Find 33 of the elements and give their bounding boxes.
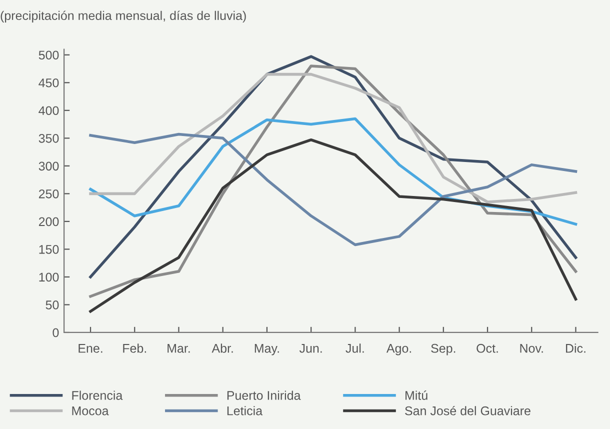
legend-label: Leticia [227,406,263,416]
x-tick-label: Feb. [123,344,146,353]
y-tick-label: 450 [38,78,59,88]
y-tick-label: 250 [38,189,59,198]
x-tick-label: Jul. [346,344,364,353]
line-series [89,72,578,204]
y-tick-label: 150 [39,245,59,254]
x-tick-label: Dic. [566,344,586,353]
legend-label: Puerto Inirida [227,390,301,400]
y-tick-label: 350 [38,134,59,143]
y-tick-label: 400 [38,106,59,116]
y-tick-label: 100 [39,272,59,282]
y-tick-label: 500 [38,50,59,60]
legend-label: Mitú [406,390,428,400]
x-tick-label: Nov. [520,344,543,353]
legend-label: Mocoa [72,406,109,416]
legend-label: San José del Guaviare [405,406,530,416]
y-tick-label: 50 [46,300,59,310]
x-tick-label: Jun. [299,344,322,353]
y-tick-label: 200 [38,217,59,226]
y-tick-label: 300 [38,162,59,171]
legend-label: Florencia [72,390,123,400]
x-tick-label: Mar. [168,344,190,353]
chart-subtitle: (precipitación media mensual, días de lluvia) [0,10,246,23]
x-tick-label: May. [254,344,279,356]
line-series [89,138,578,313]
y-tick-label: 0 [52,328,59,338]
x-tick-label: Sep. [431,344,456,356]
x-tick-label: Ago. [386,344,412,356]
x-tick-label: Oct. [476,344,498,353]
line-series [89,132,578,246]
x-tick-label: Abr. [212,344,233,353]
x-tick-label: Ene. [78,344,102,353]
